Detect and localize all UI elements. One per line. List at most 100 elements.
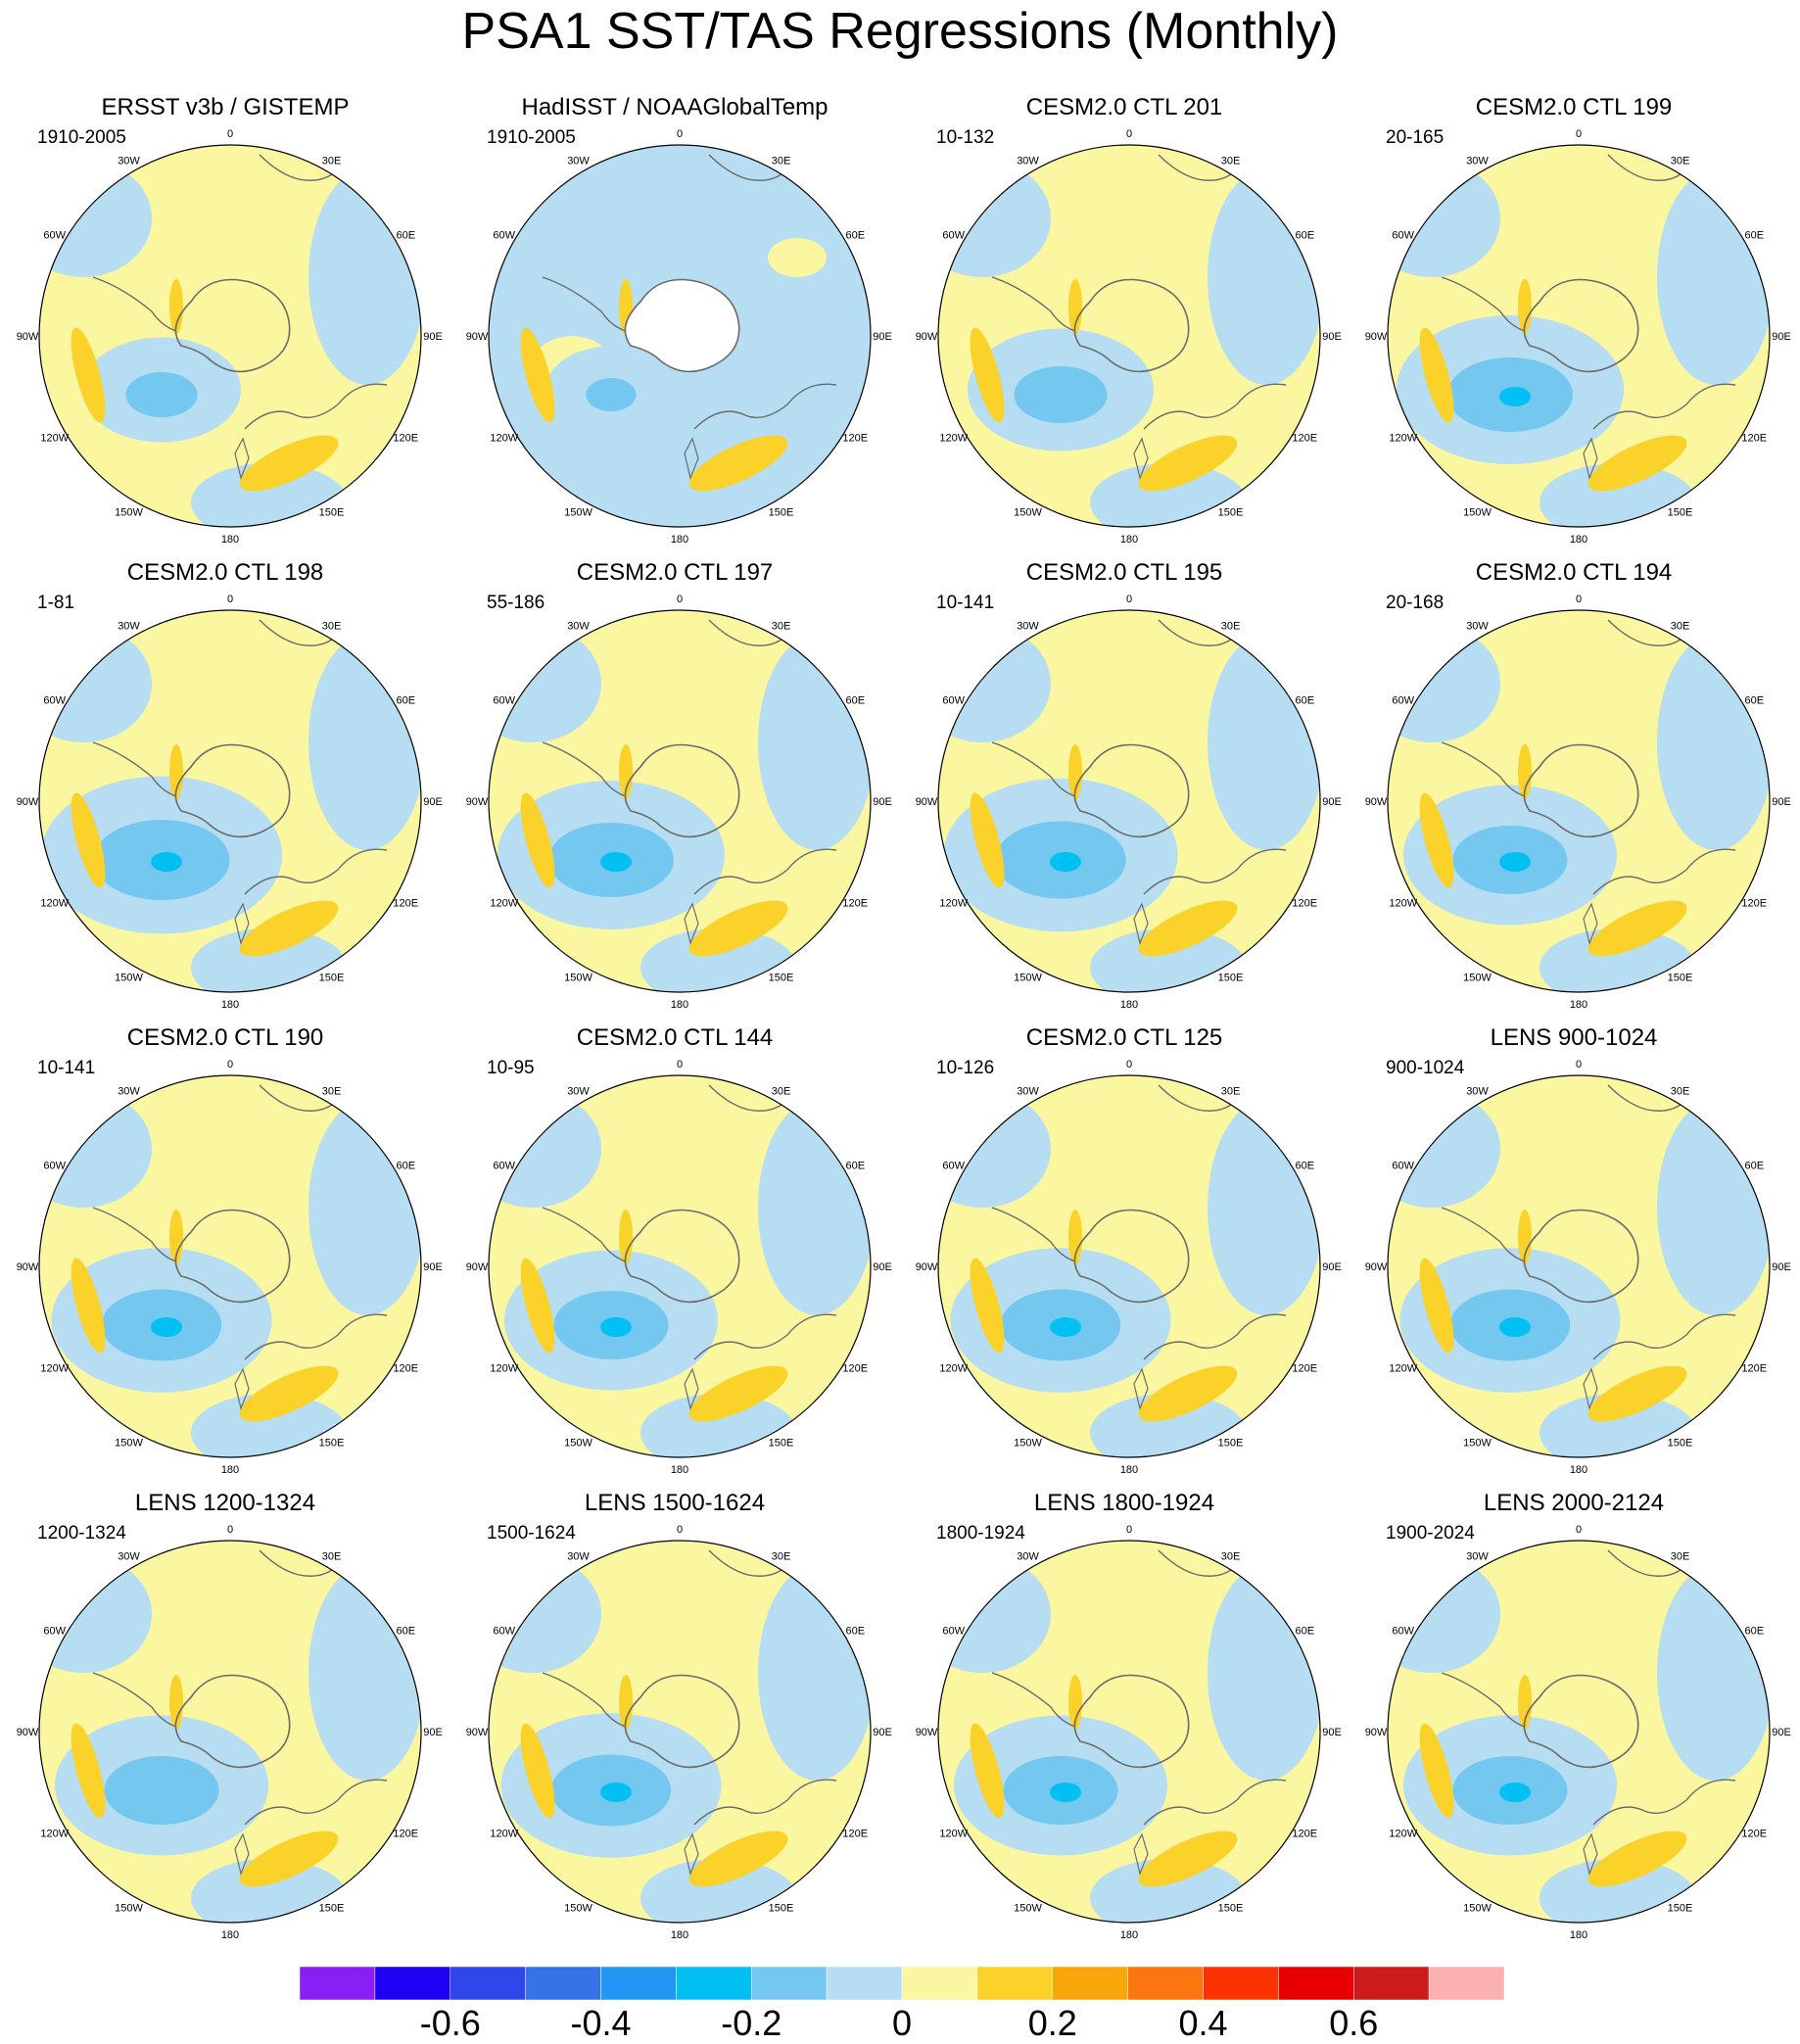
colorbar-swatch [1353, 1967, 1430, 2000]
panel-title: CESM2.0 CTL 194 [1475, 559, 1673, 586]
longitude-label: 90W [466, 1727, 489, 1738]
longitude-label: 120W [1389, 898, 1417, 910]
map-frame [488, 609, 872, 993]
negative-lobe-peak [1050, 1783, 1081, 1802]
longitude-label: 120E [842, 433, 868, 445]
south-america-coastline [991, 1207, 1076, 1262]
new-zealand-coastline [684, 902, 699, 945]
australia-coastline [1592, 848, 1736, 895]
longitude-label: 30W [567, 1086, 590, 1098]
longitude-label: 120W [939, 1363, 968, 1375]
longitude-label: 60E [845, 1161, 865, 1172]
longitude-label: 60E [1744, 230, 1764, 242]
positive-anomaly [520, 1723, 555, 1819]
longitude-label: 180 [1570, 534, 1587, 546]
longitude-label: 90E [423, 1261, 443, 1273]
longitude-label: 120W [1389, 1363, 1417, 1375]
negative-lobe-peak [600, 1783, 632, 1802]
panel-year-range: 1500-1624 [487, 1523, 576, 1544]
longitude-label: 150E [769, 506, 794, 518]
australia-coastline [1143, 383, 1287, 430]
map-frame [488, 1540, 872, 1924]
africa-coastline [1607, 1549, 1687, 1577]
antarctica-coastline [174, 743, 291, 838]
longitude-label: 90E [1772, 331, 1791, 343]
negative-lobe-peak [151, 852, 182, 872]
australia-coastline [244, 848, 388, 895]
polar-map: 0 30E 60E 90E 120E 150E 180 150W 120W 90W 60W 30W [17, 594, 443, 1011]
longitude-label: 180 [1570, 1929, 1587, 1941]
longitude-label: 120W [40, 898, 69, 910]
longitude-label: 30E [1221, 621, 1241, 633]
panel-year-range: 10-95 [487, 1058, 535, 1078]
longitude-label: 150W [1463, 1437, 1492, 1449]
map-frame [38, 144, 422, 528]
positive-anomaly [1068, 744, 1082, 799]
panel-year-range: 1800-1924 [936, 1523, 1025, 1544]
longitude-label: 90W [1365, 331, 1388, 343]
australia-coastline [693, 1779, 837, 1826]
australia-coastline [693, 848, 837, 895]
map-frame [937, 1074, 1321, 1458]
longitude-label: 30E [772, 1551, 791, 1563]
longitude-label: 120W [490, 898, 518, 910]
australia-coastline [1143, 1313, 1287, 1360]
longitude-label: 120E [1292, 433, 1317, 445]
positive-anomaly [1518, 1675, 1532, 1730]
colorbar-swatch [676, 1967, 752, 2000]
longitude-label: 150W [1014, 1437, 1042, 1449]
longitude-label: 30W [118, 1551, 140, 1563]
longitude-label: 90E [873, 331, 892, 343]
longitude-label: 120W [1389, 433, 1417, 445]
new-zealand-coastline [1583, 1832, 1598, 1876]
positive-anomaly [1138, 435, 1238, 492]
map-frame [38, 1540, 422, 1924]
longitude-label: 150E [1218, 1902, 1244, 1914]
antarctica-coastline [174, 1209, 291, 1304]
australia-coastline [1592, 1779, 1736, 1826]
longitude-label: 150W [115, 1902, 143, 1914]
longitude-label: 120W [40, 1829, 69, 1840]
antarctica-coastline [174, 1674, 291, 1769]
longitude-label: 0 [227, 1524, 233, 1536]
panel-year-range: 55-186 [487, 593, 545, 613]
new-zealand-coastline [1583, 902, 1598, 945]
positive-anomaly [688, 1365, 788, 1422]
longitude-label: 60E [845, 1626, 865, 1638]
longitude-label: 30E [1221, 1086, 1241, 1098]
longitude-label: 30E [322, 156, 342, 167]
longitude-label: 30W [118, 156, 140, 167]
longitude-label: 120E [1741, 898, 1767, 910]
longitude-label: 120E [1741, 1829, 1767, 1840]
positive-anomaly [1138, 1365, 1238, 1422]
map-panel: ERSST v3b / GISTEMP 1910-2005 0 30E 60E 90E 12… [0, 93, 450, 553]
panel-year-range: 20-165 [1386, 127, 1445, 148]
negative-lobe-peak [1499, 387, 1531, 406]
antarctica-coastline [1523, 1674, 1639, 1769]
longitude-label: 90W [17, 331, 39, 343]
anomaly-patch [39, 1090, 152, 1208]
anomaly-patch [1657, 169, 1770, 385]
polar-map: 0 30E 60E 90E 120E 150E 180 150W 120W 90W 60W 30W [1365, 594, 1791, 1011]
new-zealand-coastline [1133, 437, 1149, 480]
panel-title: LENS 1200-1324 [134, 1490, 316, 1516]
longitude-label: 180 [1120, 1464, 1138, 1476]
anomaly-patch [39, 625, 152, 742]
antarctica-coastline [624, 1209, 740, 1304]
africa-coastline [1158, 619, 1238, 646]
colorbar [300, 1967, 1504, 2000]
longitude-label: 30E [772, 156, 791, 167]
longitude-label: 180 [1120, 1929, 1138, 1941]
anomaly-patch [1657, 635, 1770, 850]
colorbar-swatch [826, 1967, 903, 2000]
panel-year-range: 900-1024 [1386, 1058, 1465, 1078]
panel-title: LENS 900-1024 [1490, 1024, 1658, 1051]
longitude-label: 150E [1668, 972, 1693, 983]
colorbar-swatch [976, 1967, 1053, 2000]
africa-coastline [259, 1549, 339, 1577]
polar-map: 0 30E 60E 90E 120E 150E 180 150W 120W 90W 60W 30W [916, 128, 1342, 546]
longitude-label: 150E [319, 1437, 345, 1449]
colorbar-swatch [374, 1967, 450, 2000]
longitude-label: 30E [1671, 621, 1690, 633]
longitude-label: 150W [564, 1437, 592, 1449]
